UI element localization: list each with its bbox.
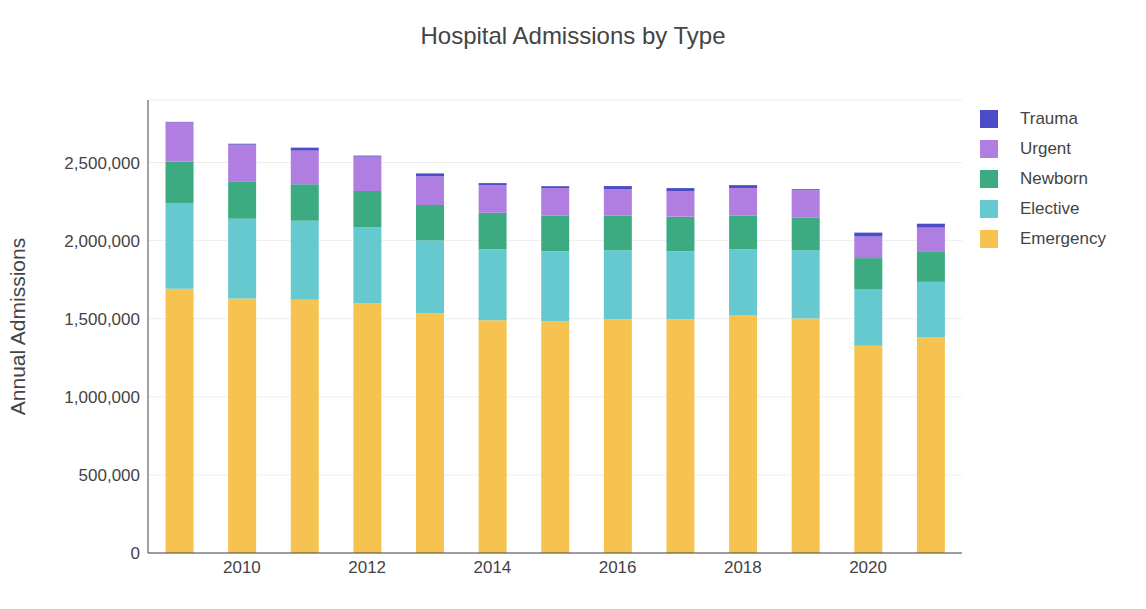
html-text:Urgent: Urgent	[1020, 139, 1071, 158]
html-text:Trauma: Trauma	[1020, 109, 1078, 128]
svg-text:2012: 2012	[348, 558, 386, 577]
svg-text:2016: 2016	[599, 558, 637, 577]
svg-text:500,000: 500,000	[79, 466, 140, 485]
svg-text:0: 0	[131, 544, 140, 563]
html-text:Emergency: Emergency	[1020, 229, 1106, 248]
svg-text:Annual Admissions: Annual Admissions	[8, 238, 29, 415]
svg-text:1,000,000: 1,000,000	[64, 388, 140, 407]
html-text:Hospital Admissions by Type: Hospital Admissions by Type	[420, 22, 726, 49]
svg-text:2010: 2010	[223, 558, 261, 577]
html-text:Elective: Elective	[1020, 199, 1080, 218]
svg-text:2,000,000: 2,000,000	[64, 232, 140, 251]
svg-text:2018: 2018	[724, 558, 762, 577]
svg-text:1,500,000: 1,500,000	[64, 310, 140, 329]
svg-text:2,500,000: 2,500,000	[64, 154, 140, 173]
svg-text:2020: 2020	[849, 558, 887, 577]
svg-text:2014: 2014	[473, 558, 511, 577]
html-text:Newborn: Newborn	[1020, 169, 1088, 188]
